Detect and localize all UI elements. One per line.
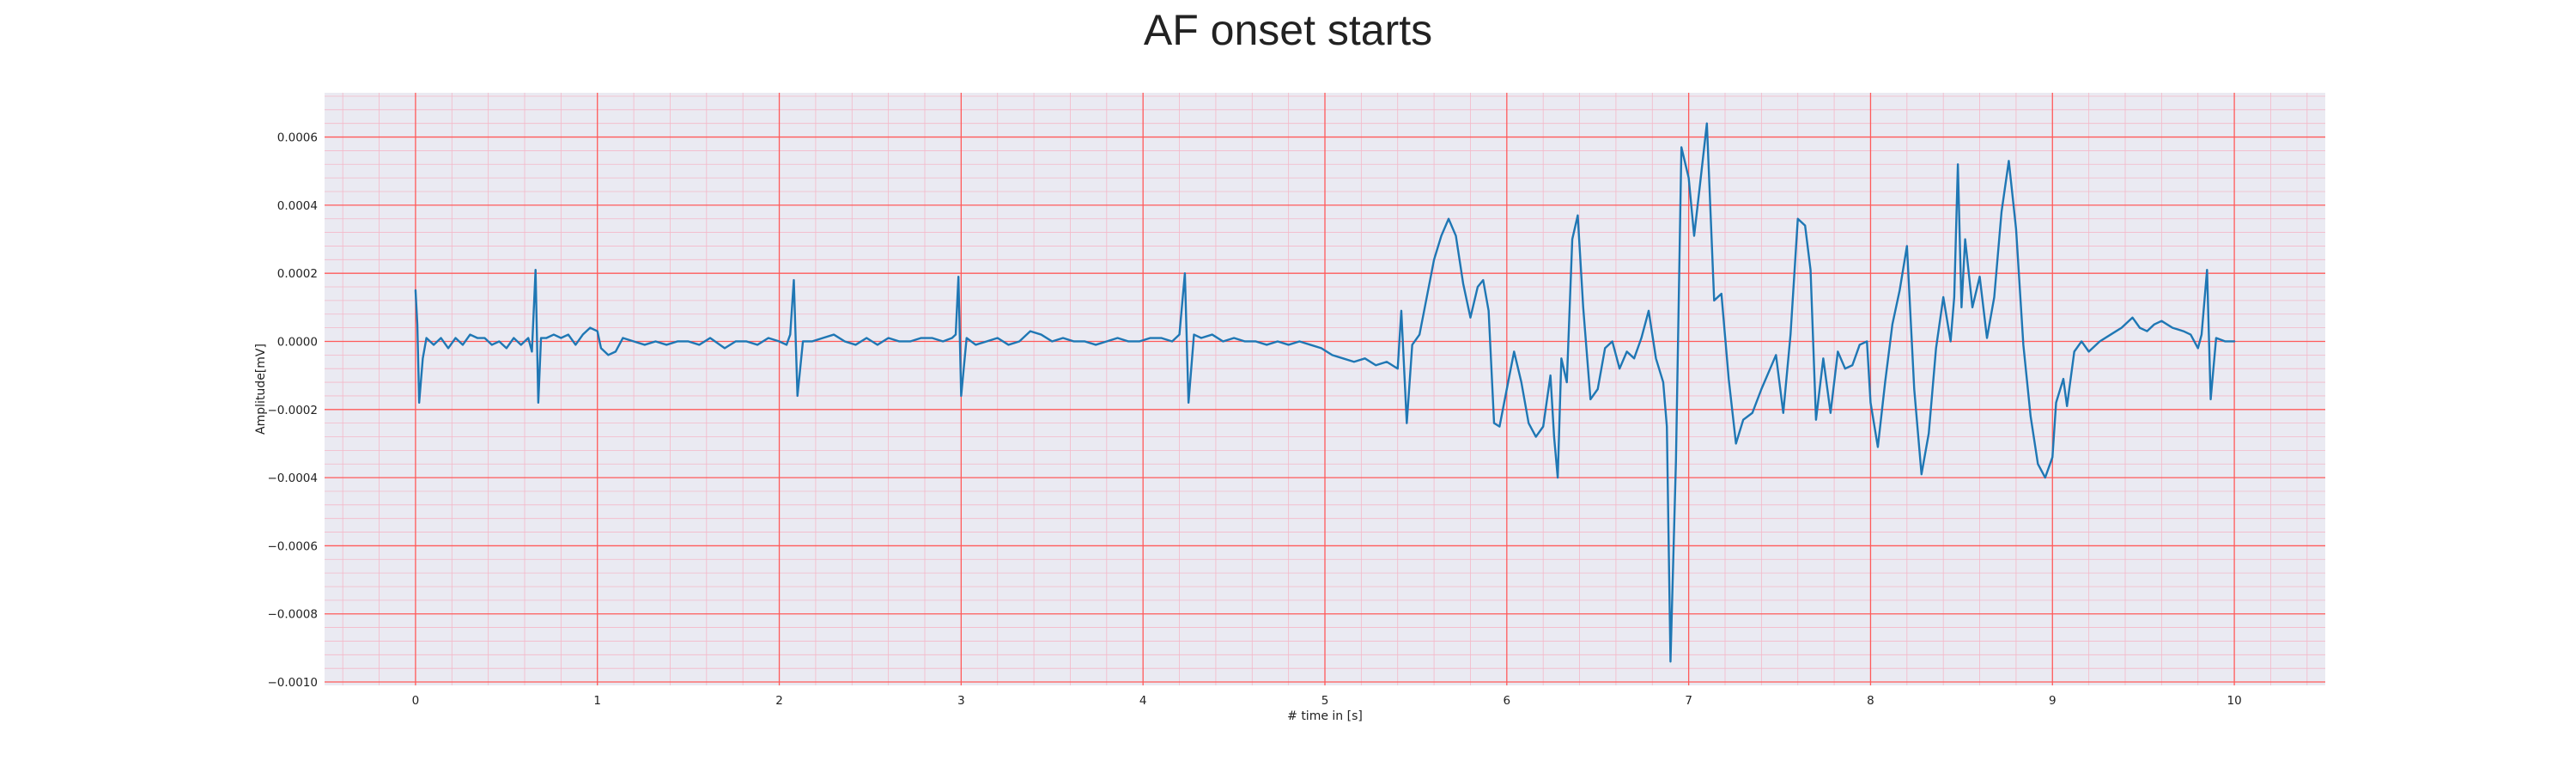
x-tick-label: 6: [1504, 694, 1511, 708]
y-tick-label: −0.0008: [267, 608, 318, 622]
y-tick-label: 0.0006: [277, 131, 318, 145]
series-line: [414, 122, 2236, 663]
x-tick-label: 0: [412, 694, 420, 708]
y-tick-label: −0.0006: [267, 539, 318, 553]
x-tick-label: 5: [1321, 694, 1329, 708]
x-tick-label: 7: [1685, 694, 1692, 708]
y-tick-label: −0.0004: [267, 472, 318, 485]
series-layer: [414, 122, 2236, 663]
chart-title: AF onset starts: [1144, 6, 1432, 54]
x-tick-label: 2: [775, 694, 783, 708]
y-tick-label: 0.0004: [277, 199, 318, 213]
x-tick-labels: 0 1 2 3 4 5 6 7 8 9 10: [412, 694, 2242, 708]
y-axis-label: Amplitude[mV]: [254, 344, 268, 435]
x-tick-label: 3: [957, 694, 965, 708]
y-tick-labels: 0.0006 0.0004 0.0002 0.0000 −0.0002 −0.0004 −0…: [267, 131, 318, 690]
x-tick-label: 1: [593, 694, 601, 708]
x-axis-label: # time in [s]: [1287, 709, 1363, 723]
y-tick-label: −0.0010: [267, 676, 318, 690]
y-tick-label: 0.0000: [277, 335, 318, 349]
x-tick-label: 10: [2227, 694, 2241, 708]
x-tick-label: 4: [1139, 694, 1147, 708]
y-tick-label: 0.0002: [277, 267, 318, 281]
x-tick-label: 9: [2049, 694, 2057, 708]
y-tick-label: −0.0002: [267, 404, 318, 417]
x-tick-label: 8: [1867, 694, 1874, 708]
